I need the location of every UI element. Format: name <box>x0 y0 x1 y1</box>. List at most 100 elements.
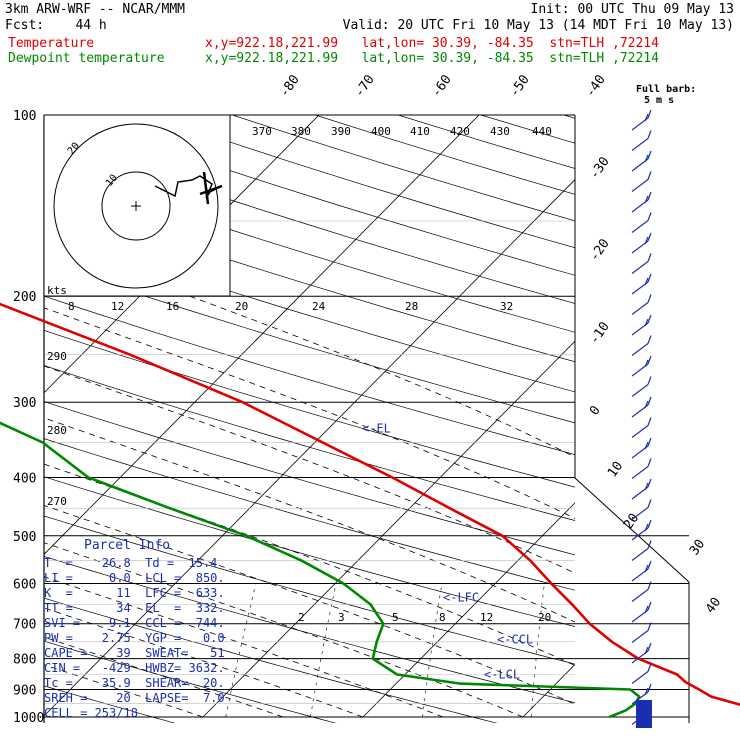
wind-barb-staff <box>631 220 649 233</box>
wind-barb-flag <box>647 437 652 447</box>
wind-barb-flag <box>647 560 652 570</box>
parcel-info-row: T = 26.8 Td = 15.4 <box>44 556 218 570</box>
full-barb-label: Full barb: <box>636 84 697 95</box>
pressure-tick-label: 500 <box>13 530 36 545</box>
moist-adiabat <box>44 307 575 519</box>
dry-adiabat <box>44 229 575 393</box>
level-marker-label: <-LFC <box>443 590 479 604</box>
isotherm-line <box>44 115 480 555</box>
wind-barb-half-flag <box>644 318 649 327</box>
hodograph-ring-inner <box>101 171 171 241</box>
theta-left-label: 270 <box>47 495 67 508</box>
parcel-info-row: LI = 0.0 LCL = 850. <box>44 571 225 585</box>
isotherm-line <box>362 502 575 718</box>
wind-barb-flag <box>647 355 652 365</box>
theta-label: 400 <box>371 125 391 138</box>
mixing-ratio-line <box>629 583 637 717</box>
moist-adiabat <box>189 295 575 458</box>
mixing-ratio-line <box>310 583 337 718</box>
mixing-ratio-label: 12 <box>480 611 493 624</box>
parcel-info-row: TT = 34 EL = 332. <box>44 601 225 615</box>
wind-barb-flag <box>647 130 652 139</box>
wind-barb-half-flag <box>644 277 649 286</box>
hodograph-speed-tick: 12 <box>111 300 124 313</box>
wind-barb-flag <box>647 273 652 283</box>
parcel-info-row: CAPE = 39 SWEAT= 51 <box>44 646 225 660</box>
wind-barb-staff <box>631 548 649 561</box>
pressure-tick-label: 300 <box>13 396 36 411</box>
dry-adiabat <box>44 438 575 591</box>
moist-adiabat <box>44 505 575 705</box>
isotherm-label: 30 <box>687 537 708 558</box>
theta-label: 390 <box>331 125 351 138</box>
wind-barb-half-flag <box>644 564 649 573</box>
moist-adiabat <box>44 607 364 718</box>
level-marker-label: <-EL <box>362 422 391 436</box>
wind-barb-staff <box>631 179 649 192</box>
wind-barb-half-flag <box>644 646 649 655</box>
dry-adiabat <box>44 476 575 627</box>
mixing-ratio-line <box>225 583 257 718</box>
hodograph-speed-tick: 16 <box>166 300 179 313</box>
wind-barb-flag <box>647 171 652 180</box>
dry-adiabat <box>44 685 176 723</box>
isotherm-label: 0 <box>587 403 604 418</box>
dry-adiabat <box>44 262 575 424</box>
isotherm-label: -80 <box>277 72 303 100</box>
isotherm-label: -20 <box>587 236 613 264</box>
pressure-tick-label: 600 <box>13 577 36 592</box>
wind-barb-staff <box>631 507 649 520</box>
wind-barb-flag <box>647 519 652 529</box>
wind-barb-flag <box>647 314 652 324</box>
hodograph-ring-outer <box>53 123 219 289</box>
wind-barb-half-flag <box>644 482 649 491</box>
dry-adiabat <box>44 295 575 455</box>
dewpoint-line <box>0 421 641 719</box>
parcel-info-row: Tc = 35.9 SHEAR= 20. <box>44 676 225 690</box>
parcel-info-row: SREH = 20 LAPSE= 7.0 <box>44 691 225 705</box>
wind-barb-half-flag <box>644 400 649 409</box>
parcel-info-row: CELL = 253/18 <box>44 706 138 720</box>
wind-barb-flag <box>647 642 652 652</box>
wind-barb-staff <box>631 466 649 479</box>
dewpoint-legend-label: Dewpoint temperature <box>8 51 165 66</box>
full-barb-units: 5 m s <box>644 95 675 106</box>
hodograph-head <box>199 171 223 205</box>
theta-left-label: 290 <box>47 350 67 363</box>
isotherm-label: -30 <box>587 154 613 182</box>
wind-barb-half-flag <box>644 359 649 368</box>
hodograph-speed-tick: 28 <box>405 300 418 313</box>
temperature-legend-info: x,y=922.18,221.99 lat,lon= 30.39, -84.35… <box>205 36 659 51</box>
model-title: 3km ARW-WRF -- NCAR/MMM <box>5 2 186 17</box>
wind-barbs <box>631 109 652 728</box>
profiles <box>0 302 740 719</box>
wind-barb-half-flag <box>644 113 649 122</box>
theta-label: 410 <box>410 125 430 138</box>
wind-barb-flag <box>647 294 652 303</box>
isotherm-label: 10 <box>605 459 626 480</box>
parcel-info-panel: Parcel Info T = 26.8 Td = 15.4 LI = 0.0 L… <box>44 538 244 721</box>
wind-barb-staff <box>631 343 649 356</box>
wind-barb-flag <box>647 601 652 611</box>
dry-adiabat <box>44 597 498 723</box>
parcel-info-row: SVI = 9.1 CCL = 744. <box>44 616 225 630</box>
pressure-tick-label: 700 <box>13 618 36 633</box>
dry-adiabat <box>44 515 575 665</box>
pressure-tick-label: 200 <box>13 290 36 305</box>
wind-barb-staff <box>631 589 649 602</box>
wind-barb-flag <box>647 499 652 508</box>
wind-barb-staff <box>631 138 649 151</box>
wind-barb-flag <box>647 396 652 406</box>
hodograph-speed-label: kts <box>47 284 67 297</box>
mixing-ratio-label: 8 <box>439 611 446 624</box>
mixing-ratio-label: 3 <box>338 611 345 624</box>
isobars <box>43 114 690 723</box>
pressure-tick-label: 800 <box>13 653 36 668</box>
wind-barb-staff <box>631 302 649 315</box>
dry-adiabat <box>0 115 36 730</box>
wind-barb-half-flag <box>644 605 649 614</box>
level-markers: <-EL <-LFC <-CCL <-LCL <box>362 422 533 682</box>
dry-adiabat <box>232 115 575 222</box>
hodograph-speed-tick: 8 <box>68 300 75 313</box>
